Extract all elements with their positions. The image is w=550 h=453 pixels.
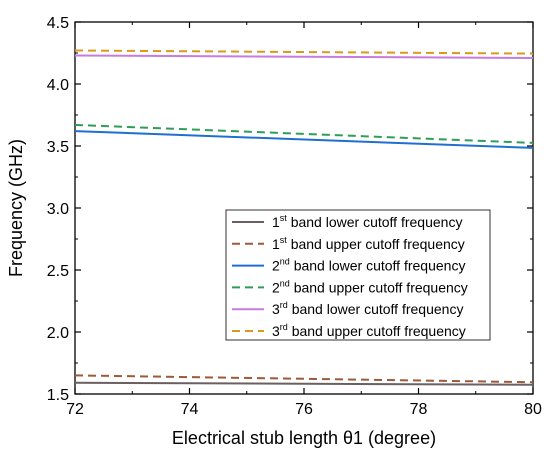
- legend-entry-6: 3rd band upper cutoff frequency: [272, 322, 466, 339]
- legend-entry-text: band upper cutoff frequency: [287, 236, 465, 252]
- x-tick-label: 72: [66, 401, 84, 418]
- legend-entry-2: 1st band upper cutoff frequency: [272, 235, 465, 252]
- legend-entry-superscript: rd: [280, 322, 288, 332]
- x-axis-label: Electrical stub length θ1 (degree): [172, 428, 436, 448]
- y-axis-label: Frequency (GHz): [6, 139, 26, 277]
- legend-entry-text: band upper cutoff frequency: [288, 323, 466, 339]
- series-line-1: [74, 381, 534, 386]
- y-tick-label: 3.5: [47, 139, 69, 156]
- legend-entry-number: 1: [272, 214, 280, 230]
- x-tick-label: 76: [295, 401, 313, 418]
- legend-entry-text: band upper cutoff frequency: [290, 279, 468, 295]
- legend-entry-number: 2: [272, 258, 280, 274]
- y-tick-label: 2.5: [47, 263, 69, 280]
- legend-entry-4: 2nd band upper cutoff frequency: [272, 278, 468, 295]
- legend-entry-text: band lower cutoff frequency: [287, 214, 463, 230]
- series-line-3: [74, 130, 534, 149]
- x-tick-label: 74: [181, 401, 199, 418]
- legend-entry-text: band lower cutoff frequency: [290, 258, 466, 274]
- y-tick-label: 4.0: [47, 77, 69, 94]
- legend-entry-superscript: st: [280, 213, 288, 223]
- y-tick-label: 4.5: [47, 15, 69, 32]
- y-tick-label: 3.0: [47, 201, 69, 218]
- y-tick-label: 2.0: [47, 325, 69, 342]
- legend-entry-superscript: nd: [280, 257, 290, 267]
- series-line-6: [74, 49, 534, 55]
- legend-entry-number: 3: [272, 301, 280, 317]
- legend-entry-number: 2: [272, 279, 280, 295]
- legend-entry-number: 3: [272, 323, 280, 339]
- legend-entry-3: 2nd band lower cutoff frequency: [272, 257, 465, 274]
- legend-entry-superscript: rd: [280, 300, 288, 310]
- series-line-5: [74, 54, 534, 59]
- legend-box: [225, 209, 491, 341]
- legend-entry-superscript: nd: [280, 278, 290, 288]
- legend-entry-text: band lower cutoff frequency: [288, 301, 464, 317]
- x-tick-label: 80: [524, 401, 542, 418]
- legend-entry-superscript: st: [280, 235, 288, 245]
- series-line-2: [74, 374, 534, 384]
- legend-entry-number: 1: [272, 236, 280, 252]
- y-tick-label: 1.5: [47, 387, 69, 404]
- legend-entry-5: 3rd band lower cutoff frequency: [272, 300, 463, 317]
- series-line-4: [74, 123, 534, 144]
- x-tick-label: 78: [410, 401, 428, 418]
- legend-entry-1: 1st band lower cutoff frequency: [272, 213, 462, 230]
